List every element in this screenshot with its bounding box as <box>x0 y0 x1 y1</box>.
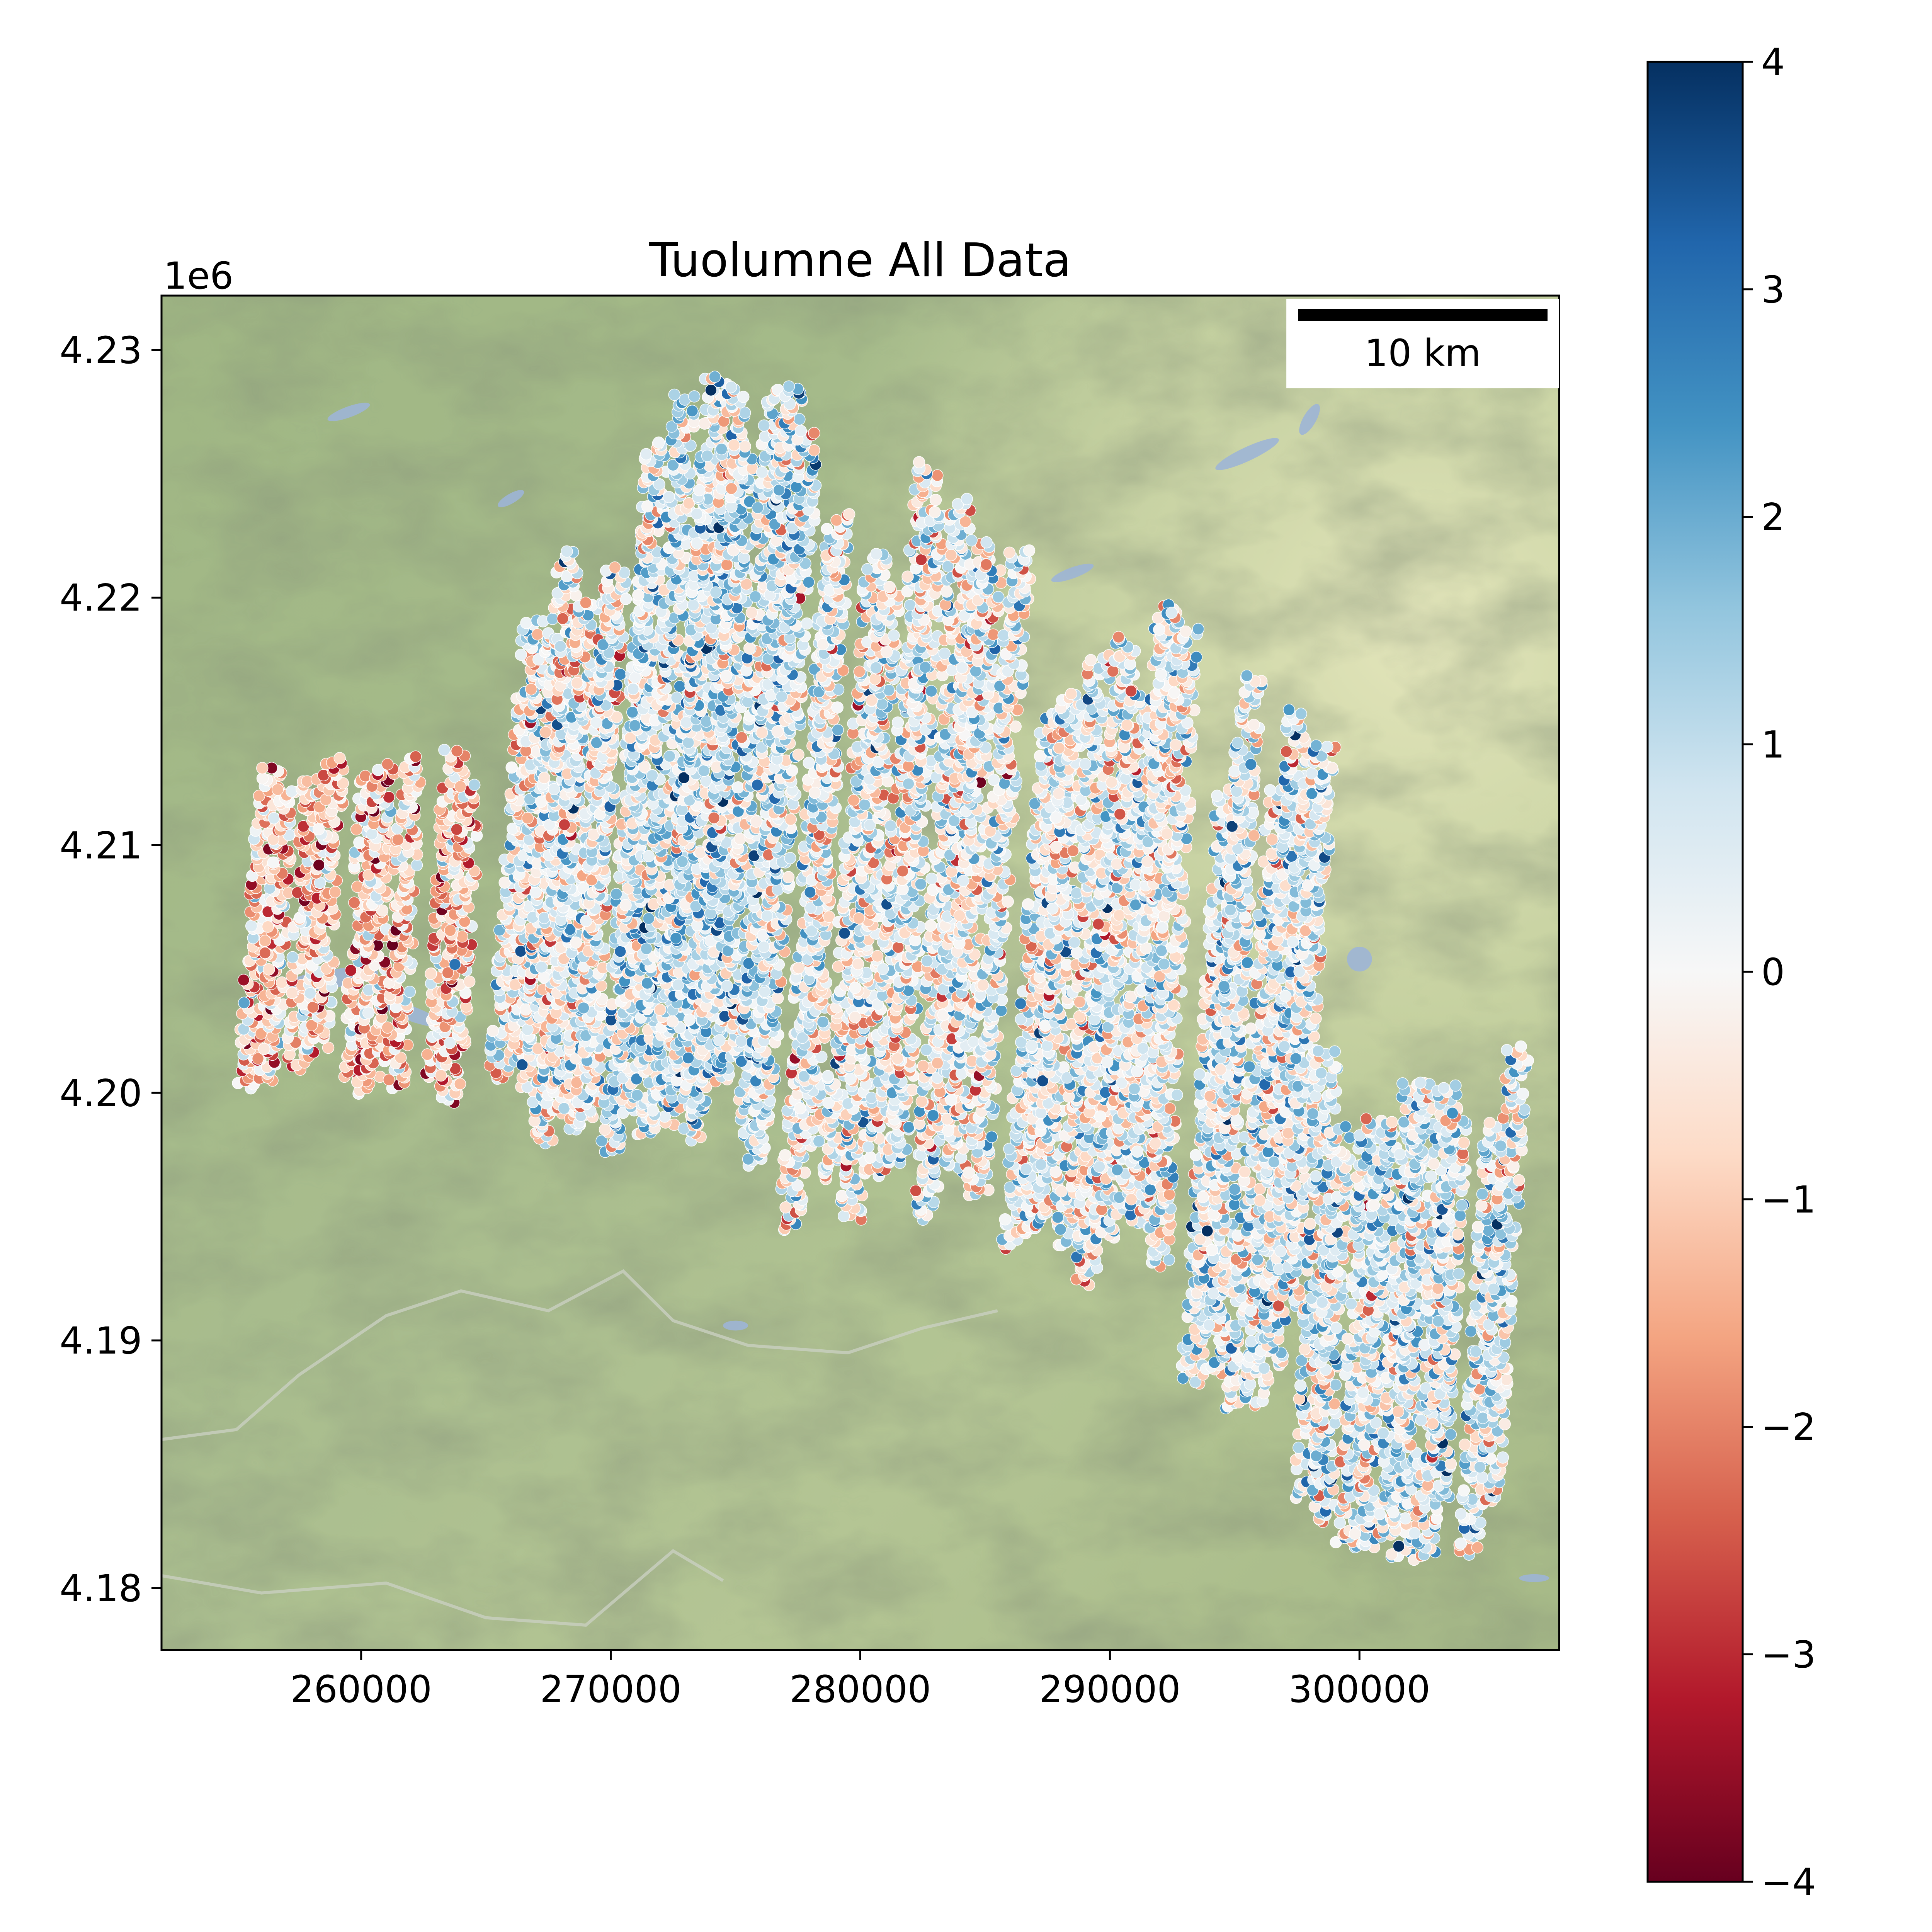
scatter-point <box>439 744 450 756</box>
scatter-point <box>515 649 527 661</box>
scatter-point <box>267 857 279 868</box>
scatter-point <box>456 931 468 942</box>
scatter-point <box>522 812 533 824</box>
map-axes: 260000 270000 280000 290000 300000 4.184.194… <box>60 234 1559 1711</box>
scatter-point <box>410 751 422 762</box>
scatter-point <box>259 947 271 959</box>
scatter-point <box>580 597 592 609</box>
scatter-point <box>352 881 363 893</box>
scatter-point <box>238 997 250 1009</box>
scatter-point <box>259 1043 270 1055</box>
scatter-point <box>520 617 532 629</box>
scatter-point <box>526 684 537 695</box>
scatter-point <box>449 959 461 970</box>
scatter-point <box>540 726 551 738</box>
scatter-point <box>287 951 298 963</box>
scatter-point <box>257 772 269 784</box>
scatter-point <box>351 823 362 835</box>
scatter-point <box>276 977 288 988</box>
scatter-point <box>536 961 548 973</box>
scatter-point <box>547 613 558 625</box>
scatter-point <box>561 546 573 557</box>
scatter-point <box>268 812 280 824</box>
scatter-point <box>422 1049 433 1060</box>
scatter-point <box>425 968 437 980</box>
scatter-point <box>257 762 268 774</box>
scatter-point <box>538 912 550 924</box>
scatter-point <box>444 925 456 936</box>
scatter-point <box>286 786 298 797</box>
scatter-point <box>570 937 582 948</box>
scatter-point <box>559 819 570 830</box>
scatter-point <box>554 641 566 652</box>
scatter-point <box>246 920 257 932</box>
scatter-point <box>262 921 274 932</box>
scatter-point <box>304 988 316 999</box>
scatter-point <box>313 859 325 871</box>
scatter-point <box>454 1078 466 1090</box>
scatter-point <box>506 762 517 773</box>
scatter-point <box>557 613 568 624</box>
scatter-point <box>558 1103 570 1114</box>
scatter-point <box>345 964 357 976</box>
scatter-point <box>522 1024 533 1036</box>
scatter-point <box>334 752 345 764</box>
scatter-point <box>539 772 550 784</box>
scatter-point <box>392 834 404 845</box>
scatter-point <box>411 859 423 871</box>
scatter-point <box>238 974 249 986</box>
scatter-point <box>349 897 360 908</box>
lake-shape <box>1519 1574 1549 1582</box>
lake-shape <box>723 1321 748 1331</box>
scatter-point <box>329 886 341 898</box>
scatter-point <box>382 1022 393 1033</box>
scatter-point <box>363 1007 374 1019</box>
scatter-point <box>538 972 550 983</box>
scatter-point <box>454 781 466 793</box>
scatter-point <box>286 987 298 999</box>
scatter-point <box>451 745 463 757</box>
scatter-point <box>487 1025 498 1037</box>
lake-shape <box>1347 947 1372 971</box>
scatter-point <box>272 784 284 795</box>
scatter-point <box>451 824 463 835</box>
scatter-point <box>263 964 275 975</box>
scatter-point <box>366 828 378 840</box>
scatter-point <box>464 976 475 988</box>
scatter-point <box>435 1070 447 1081</box>
scatter-point <box>548 783 560 795</box>
scatter-point <box>383 791 395 803</box>
scatter-point <box>382 759 393 770</box>
scatter-point <box>530 887 541 898</box>
scatter-point <box>469 779 480 791</box>
scatter-point <box>571 677 583 689</box>
scatter-point <box>307 1002 319 1013</box>
scatter-point <box>532 629 543 640</box>
scatter-point <box>404 986 415 998</box>
